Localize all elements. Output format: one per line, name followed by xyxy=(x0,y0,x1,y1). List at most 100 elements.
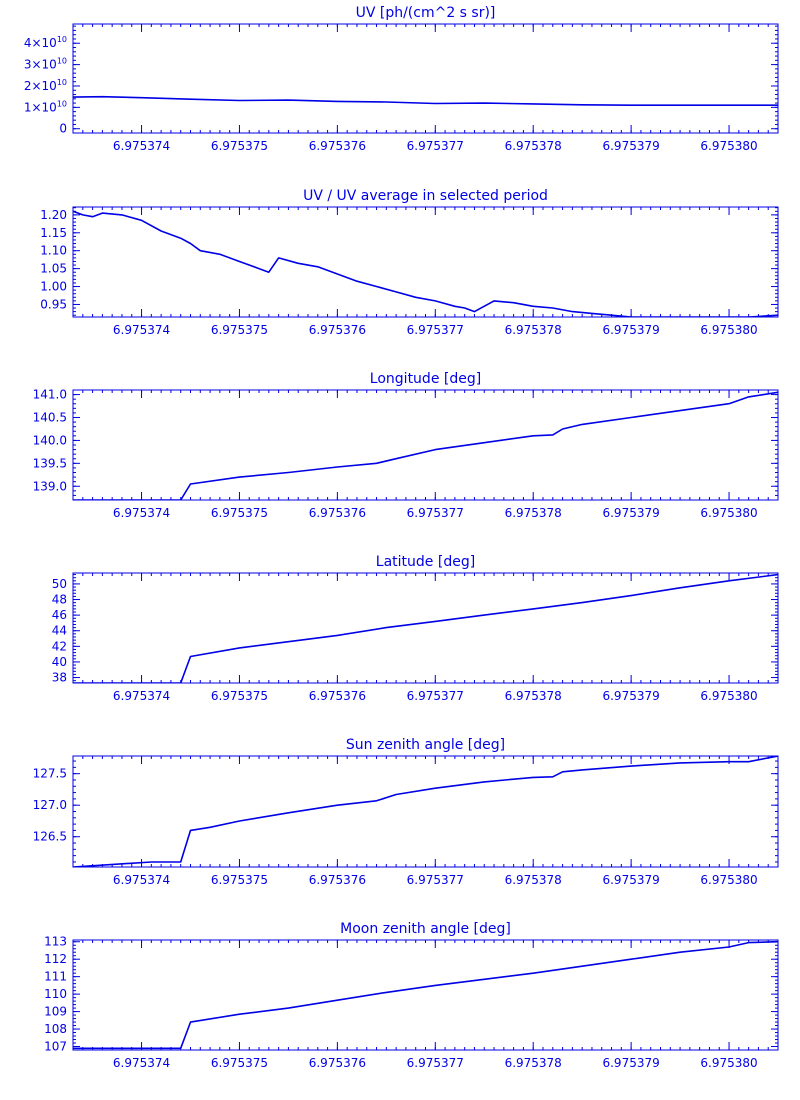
sun-zenith-x-tick-label: 6.975376 xyxy=(309,873,366,887)
latitude-y-tick-label: 42 xyxy=(52,639,67,653)
latitude-y-tick-label-base: 46 xyxy=(52,608,67,622)
uv-y-tick-label-base: 2×10 xyxy=(24,79,57,93)
uv-y-tick-label-base: 0 xyxy=(59,122,67,136)
uv-x-tick-label: 6.975374 xyxy=(113,139,170,153)
latitude-y-tick-label: 50 xyxy=(52,577,67,591)
uv-y-tick-label: 2×1010 xyxy=(24,78,67,93)
uv-x-tick-label: 6.975375 xyxy=(211,139,268,153)
longitude-y-tick-label: 140.0 xyxy=(33,433,67,447)
uv-y-tick-label: 1×1010 xyxy=(24,99,67,114)
moon-zenith-y-tick-label: 109 xyxy=(44,1005,67,1019)
sun-zenith-x-tick-label: 6.975375 xyxy=(211,873,268,887)
sun-zenith-y-tick-label: 127.5 xyxy=(33,767,67,781)
latitude-x-tick-label: 6.975376 xyxy=(309,689,366,703)
uv-series-line xyxy=(73,95,778,106)
sun-zenith-x-tick-label: 6.975374 xyxy=(113,873,170,887)
uv-y-tick-label: 0 xyxy=(59,122,67,136)
moon-zenith-y-tick-label-base: 107 xyxy=(44,1040,67,1054)
sun-zenith-y-tick-label: 127.0 xyxy=(33,798,67,812)
uv-y-tick-label: 4×1010 xyxy=(24,35,67,50)
moon-zenith-x-tick-label: 6.975374 xyxy=(113,1056,170,1070)
uv-ratio-y-tick-label: 1.05 xyxy=(40,262,67,276)
uv-x-tick-label: 6.975379 xyxy=(602,139,659,153)
latitude-x-tick-label: 6.975378 xyxy=(505,689,562,703)
sun-zenith-x-tick-label: 6.975378 xyxy=(505,873,562,887)
sun-zenith-series-line xyxy=(73,756,778,867)
latitude-x-tick-label: 6.975374 xyxy=(113,689,170,703)
sun-zenith-panel: Sun zenith angle [deg] 6.975374 6.975375 6.… xyxy=(33,737,779,887)
moon-zenith-y-tick-label: 112 xyxy=(44,952,67,966)
uv-ratio-y-tick-label-base: 1.20 xyxy=(40,208,67,222)
uv-ratio-x-tick-label: 6.975374 xyxy=(113,323,170,337)
moon-zenith-y-tick-label: 111 xyxy=(44,970,67,984)
uv-y-tick-label-base: 3×10 xyxy=(24,58,57,72)
uv-ratio-y-tick-label-base: 1.00 xyxy=(40,280,67,294)
moon-zenith-panel: Moon zenith angle [deg] 6.975374 6.975375 6… xyxy=(44,921,779,1070)
moon-zenith-y-tick-label: 107 xyxy=(44,1040,67,1054)
sun-zenith-title: Sun zenith angle [deg] xyxy=(346,737,505,753)
moon-zenith-x-tick-label: 6.975377 xyxy=(407,1056,464,1070)
sun-zenith-x-tick-label: 6.975379 xyxy=(602,873,659,887)
longitude-x-tick-label: 6.975378 xyxy=(505,506,562,520)
uv-ratio-y-tick-label-base: 1.15 xyxy=(40,226,67,240)
uv-ratio-y-tick-label: 1.10 xyxy=(40,244,67,258)
uv-ratio-y-tick-label: 1.15 xyxy=(40,226,67,240)
longitude-x-tick-label: 6.975380 xyxy=(700,506,757,520)
longitude-y-tick-label: 140.5 xyxy=(33,411,67,425)
longitude-x-tick-label: 6.975376 xyxy=(309,506,366,520)
uv-y-tick-label-base: 1×10 xyxy=(24,100,57,114)
uv-ratio-x-tick-label: 6.975378 xyxy=(505,323,562,337)
moon-zenith-y-tick-label-base: 108 xyxy=(44,1022,67,1036)
moon-zenith-y-tick-label: 113 xyxy=(44,935,67,949)
moon-zenith-y-tick-label-base: 109 xyxy=(44,1005,67,1019)
moon-zenith-series-line xyxy=(73,940,778,1050)
latitude-y-tick-label-base: 48 xyxy=(52,593,67,607)
uv-plot-frame xyxy=(72,23,779,134)
uv-ratio-x-tick-label: 6.975377 xyxy=(407,323,464,337)
moon-zenith-x-tick-label: 6.975376 xyxy=(309,1056,366,1070)
moon-zenith-y-tick-label-base: 110 xyxy=(44,987,67,1001)
sun-zenith-y-tick-label: 126.5 xyxy=(33,830,67,844)
longitude-series-line xyxy=(73,391,778,500)
longitude-y-tick-label: 139.5 xyxy=(33,456,67,470)
sun-zenith-x-tick-label: 6.975377 xyxy=(407,873,464,887)
longitude-x-tick-label: 6.975377 xyxy=(407,506,464,520)
moon-zenith-x-tick-label: 6.975378 xyxy=(505,1056,562,1070)
uv-panel: UV [ph/(cm^2 s sr)] 6.975374 6.975375 6.975… xyxy=(24,5,779,153)
uv-ratio-title: UV / UV average in selected period xyxy=(303,188,548,204)
latitude-y-tick-label-base: 38 xyxy=(52,671,67,685)
longitude-y-tick-label-base: 140.5 xyxy=(33,411,67,425)
moon-zenith-x-tick-label: 6.975380 xyxy=(700,1056,757,1070)
uv-ratio-x-tick-label: 6.975376 xyxy=(309,323,366,337)
latitude-panel: Latitude [deg] 6.975374 6.975375 6.975376 6.… xyxy=(52,554,779,703)
longitude-y-tick-label: 139.0 xyxy=(33,479,67,493)
longitude-x-tick-label: 6.975374 xyxy=(113,506,170,520)
latitude-y-tick-label-base: 44 xyxy=(52,624,67,638)
latitude-x-tick-label: 6.975377 xyxy=(407,689,464,703)
moon-zenith-y-tick-label: 108 xyxy=(44,1022,67,1036)
moon-zenith-title: Moon zenith angle [deg] xyxy=(340,921,511,937)
moon-zenith-plot-frame xyxy=(72,939,779,1051)
latitude-y-tick-label-base: 50 xyxy=(52,577,67,591)
moon-zenith-y-tick-label-base: 112 xyxy=(44,952,67,966)
sun-zenith-y-tick-label-base: 127.5 xyxy=(33,767,67,781)
latitude-y-tick-label: 38 xyxy=(52,671,67,685)
uv-y-tick-label-exponent: 10 xyxy=(57,99,67,108)
longitude-y-tick-label: 141.0 xyxy=(33,388,67,402)
latitude-y-tick-label: 48 xyxy=(52,593,67,607)
uv-x-tick-label: 6.975376 xyxy=(309,139,366,153)
uv-title: UV [ph/(cm^2 s sr)] xyxy=(356,5,496,21)
uv-ratio-y-tick-label: 1.20 xyxy=(40,208,67,222)
longitude-panel: Longitude [deg] 6.975374 6.975375 6.975376 6… xyxy=(33,371,779,520)
longitude-title: Longitude [deg] xyxy=(370,371,481,387)
sun-zenith-y-tick-label-base: 126.5 xyxy=(33,830,67,844)
uv-y-tick-label: 3×1010 xyxy=(24,57,67,72)
uv-y-tick-label-exponent: 10 xyxy=(57,57,67,66)
longitude-y-tick-label-base: 141.0 xyxy=(33,388,67,402)
sun-zenith-x-tick-label: 6.975380 xyxy=(700,873,757,887)
moon-zenith-y-tick-label-base: 113 xyxy=(44,935,67,949)
longitude-y-tick-label-base: 140.0 xyxy=(33,433,67,447)
uv-y-tick-label-base: 4×10 xyxy=(24,36,57,50)
uv-x-tick-label: 6.975380 xyxy=(700,139,757,153)
